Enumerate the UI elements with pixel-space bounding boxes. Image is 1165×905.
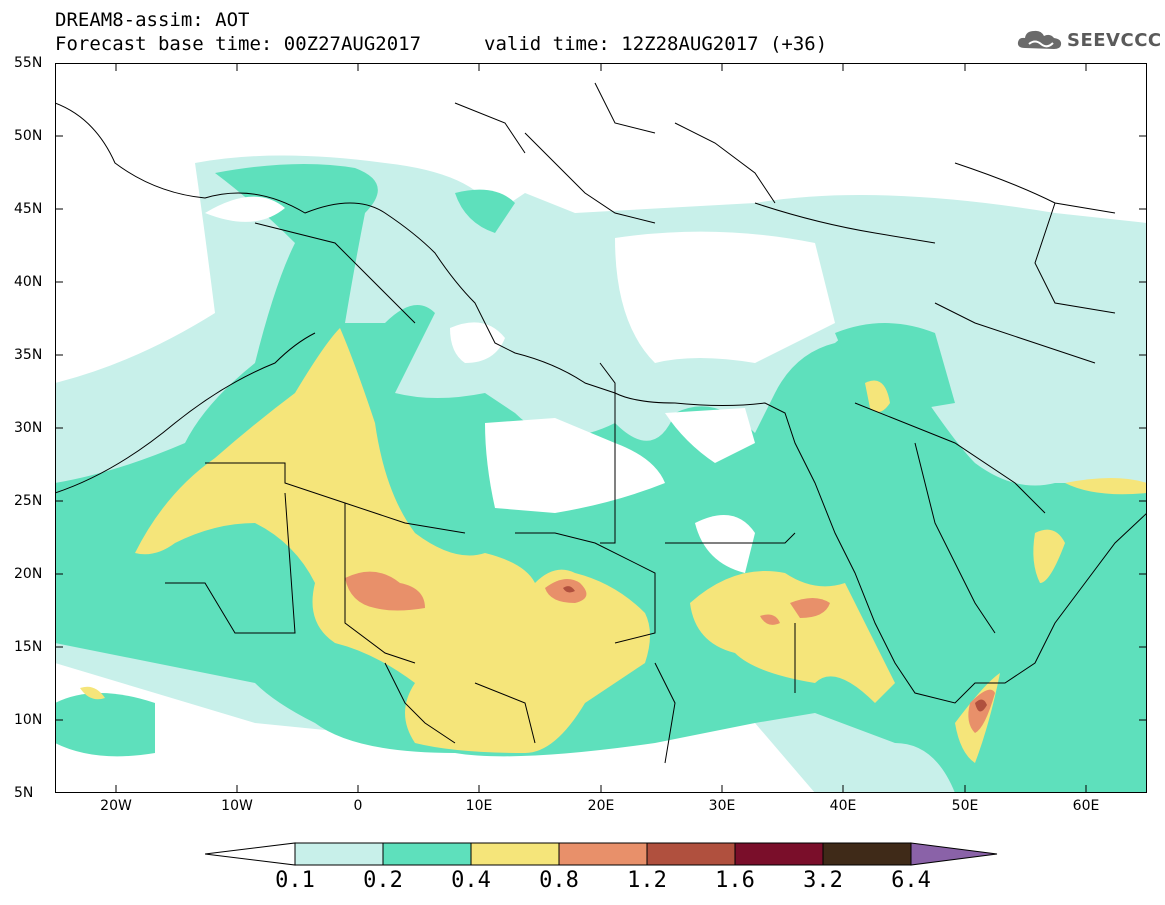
cloud-icon [1017, 30, 1062, 49]
lon-label: 10E [465, 798, 493, 814]
country-borders [55, 82, 1147, 764]
colorbar-bin [382, 842, 472, 866]
map-title: DREAM8-assim: AOT [55, 9, 250, 31]
lat-label: 30N [14, 420, 43, 436]
graticule-ticks [55, 63, 1147, 793]
aot-band-below-0.1 [205, 196, 835, 573]
colorbar-bin [822, 842, 912, 866]
colorbar-label: 0.1 [275, 868, 315, 893]
lat-label: 45N [14, 201, 43, 217]
lon-label: 60E [1072, 798, 1100, 814]
lat-label: 5N [14, 785, 34, 801]
colorbar-label: 0.2 [363, 868, 403, 893]
colorbar-bin [734, 842, 824, 866]
lon-label: 50E [951, 798, 979, 814]
lat-label: 35N [14, 347, 43, 363]
colorbar-bin [646, 842, 736, 866]
lat-label: 20N [14, 566, 43, 582]
lon-label: 40E [829, 798, 857, 814]
logo-text: SEEVCCC [1067, 29, 1162, 51]
colorbar-bin [470, 842, 560, 866]
seevccc-logo: SEEVCCC [1017, 26, 1162, 54]
lat-label: 50N [14, 128, 43, 144]
colorbar-label: 1.6 [715, 868, 755, 893]
colorbar-over [910, 842, 998, 866]
lon-label: 10W [221, 798, 253, 814]
lon-label: 20W [100, 798, 132, 814]
colorbar-bin [294, 842, 384, 866]
forecast-base-time: Forecast base time: 00Z27AUG2017 [55, 33, 422, 55]
aot-field [55, 63, 1147, 793]
colorbar [205, 842, 998, 866]
colorbar-bin [558, 842, 648, 866]
colorbar-label: 6.4 [891, 868, 931, 893]
aot-map [55, 63, 1147, 793]
valid-time: valid time: 12Z28AUG2017 (+36) [484, 33, 828, 55]
lon-label: 30E [708, 798, 736, 814]
aot-band-1.2-1.6 [563, 586, 987, 712]
lat-label: 15N [14, 639, 43, 655]
colorbar-label: 1.2 [627, 868, 667, 893]
lat-label: 10N [14, 712, 43, 728]
lat-label: 25N [14, 493, 43, 509]
lat-label: 40N [14, 274, 43, 290]
lon-label: 0 [353, 798, 363, 814]
colorbar-label: 0.4 [451, 868, 491, 893]
lon-label: 20E [587, 798, 615, 814]
lat-label: 55N [14, 55, 43, 71]
aot-band-0.8-1.2 [345, 571, 995, 733]
colorbar-label: 0.8 [539, 868, 579, 893]
colorbar-label: 3.2 [803, 868, 843, 893]
colorbar-under [205, 842, 296, 866]
